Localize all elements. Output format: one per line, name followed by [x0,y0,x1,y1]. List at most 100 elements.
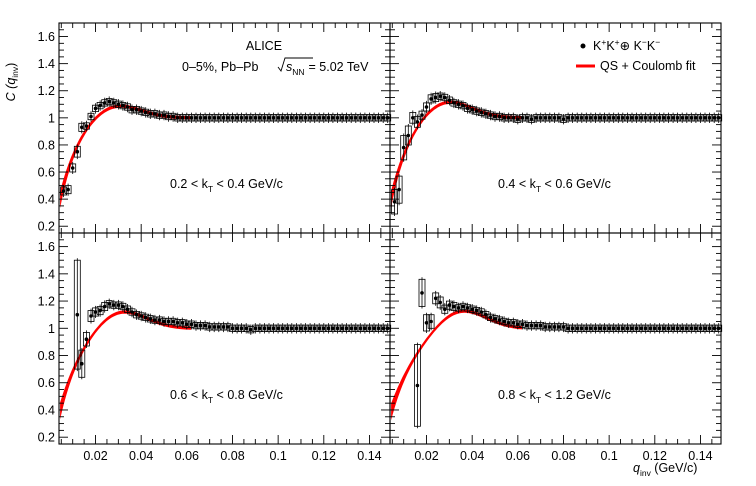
data-point [171,319,175,324]
data-point [502,319,506,324]
data-point [465,106,470,111]
x-axis-label-sub: inv [640,468,652,478]
data-point [543,116,547,120]
data-point [625,326,630,331]
data-point [271,116,276,120]
kt-range: < 0.8 GeV/c [213,388,283,402]
data-point [134,312,139,317]
data-point [611,326,616,331]
data-point [326,116,331,120]
data-point [175,116,180,120]
experiment-label: ALICE [246,39,282,53]
data-point [253,326,258,331]
data-point [506,321,511,325]
data-point [534,323,538,328]
data-point [194,116,198,120]
data-point [66,187,70,192]
y-tick-label: 1.2 [38,84,55,98]
data-point [116,102,121,107]
data-point [203,323,207,328]
data-point [415,383,420,388]
data-point [639,326,643,331]
data-point [130,310,134,314]
data-point [484,112,488,116]
data-point [598,326,602,331]
data-point [643,116,648,120]
data-point [611,116,616,120]
data-point [561,325,566,329]
data-point [340,116,344,120]
data-point [299,116,303,120]
data-point [185,322,189,327]
kt-range: < 1.2 GeV/c [541,388,611,402]
x-tick-label: 0.04 [129,449,153,463]
data-point [203,116,207,120]
data-point [447,98,452,102]
data-point [130,107,134,112]
energy-value: = 5.02 TeV [309,60,370,74]
data-point [680,326,684,331]
data-point [98,103,102,108]
data-point [335,326,340,331]
data-point [312,116,317,120]
data-point [340,326,344,331]
x-tick-label: 0.02 [83,449,107,463]
kt-range-label: 0.2 < kT < 0.4 GeV/c [170,177,283,194]
data-point [271,326,276,331]
data-point [230,116,235,120]
energy-label: sNN = 5.02 TeV [286,60,369,77]
data-point [253,116,258,120]
data-point [166,114,171,119]
data-point [593,326,598,331]
data-point [139,314,143,318]
data-point [452,304,456,309]
data-point [639,116,643,120]
data-point [653,326,657,331]
data-point [634,116,639,120]
data-point [349,116,354,120]
x-axis-label: qinv (GeV/c) [633,461,697,478]
x-tick-label: 0.14 [357,449,381,463]
data-point [134,107,139,112]
data-point [148,112,153,116]
data-point [226,116,230,120]
kt-prefix: 0.2 < k [170,177,209,191]
kt-range-label: 0.4 < kT < 0.6 GeV/c [498,177,611,194]
data-point [322,116,326,120]
data-point [80,125,84,130]
y-axis-label-sub: inv [10,66,20,78]
data-point [116,303,121,307]
data-point [75,312,80,317]
x-axis-label-unit: (GeV/c) [651,461,698,475]
kt-range-label: 0.8 < kT < 1.2 GeV/c [498,388,611,405]
data-point [580,326,584,331]
legend-sup2: + [615,37,620,47]
legend-k2: K [606,39,615,53]
data-point [285,116,290,120]
data-point [689,116,694,120]
kt-range: < 0.4 GeV/c [213,177,283,191]
kt-subscript: T [208,184,213,194]
data-point [511,116,516,120]
data-point [593,116,598,120]
data-point [525,116,529,120]
data-point [198,323,203,328]
data-point [602,116,607,120]
data-point [598,116,602,120]
data-point [461,103,465,108]
data-point [285,326,290,331]
data-point [538,116,543,120]
data-point [157,318,162,322]
x-tick-label: 0.14 [688,449,712,463]
data-point [607,116,611,120]
data-point [244,116,248,120]
data-point [235,326,239,331]
data-point [493,317,497,321]
y-tick-label: 0.8 [38,349,55,363]
data-point [308,326,312,331]
y-tick-label: 0.6 [38,166,55,180]
data-point [666,116,671,120]
x-tick-label: 0.04 [460,449,484,463]
data-point [675,326,680,331]
data-point [548,325,552,329]
